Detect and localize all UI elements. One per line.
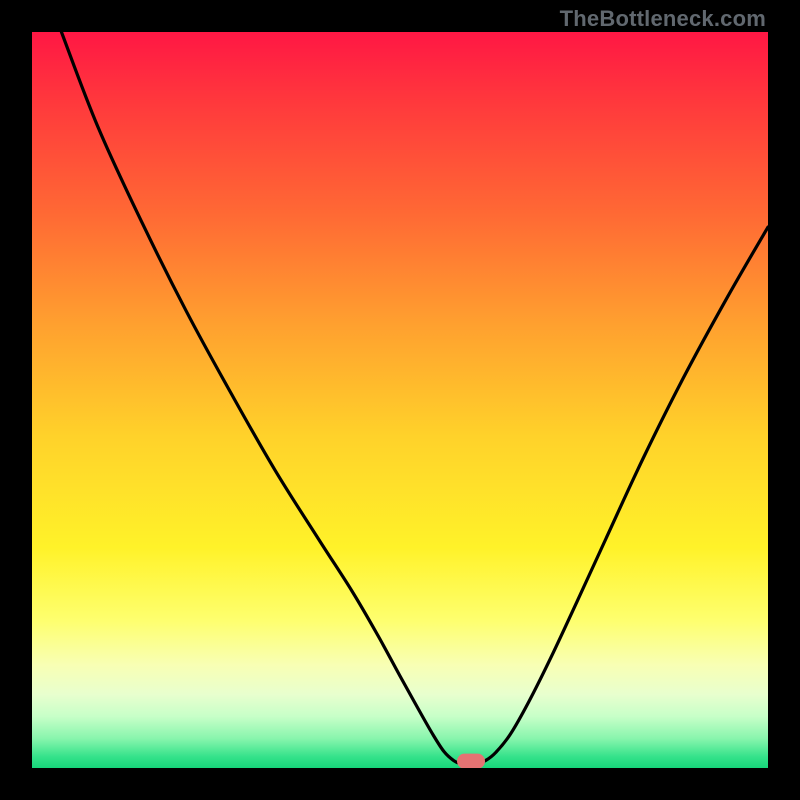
plot-area bbox=[32, 32, 768, 768]
bottleneck-curve bbox=[32, 32, 768, 768]
optimal-point-marker bbox=[457, 754, 485, 768]
watermark-text: TheBottleneck.com bbox=[560, 6, 766, 32]
chart-frame: TheBottleneck.com bbox=[0, 0, 800, 800]
